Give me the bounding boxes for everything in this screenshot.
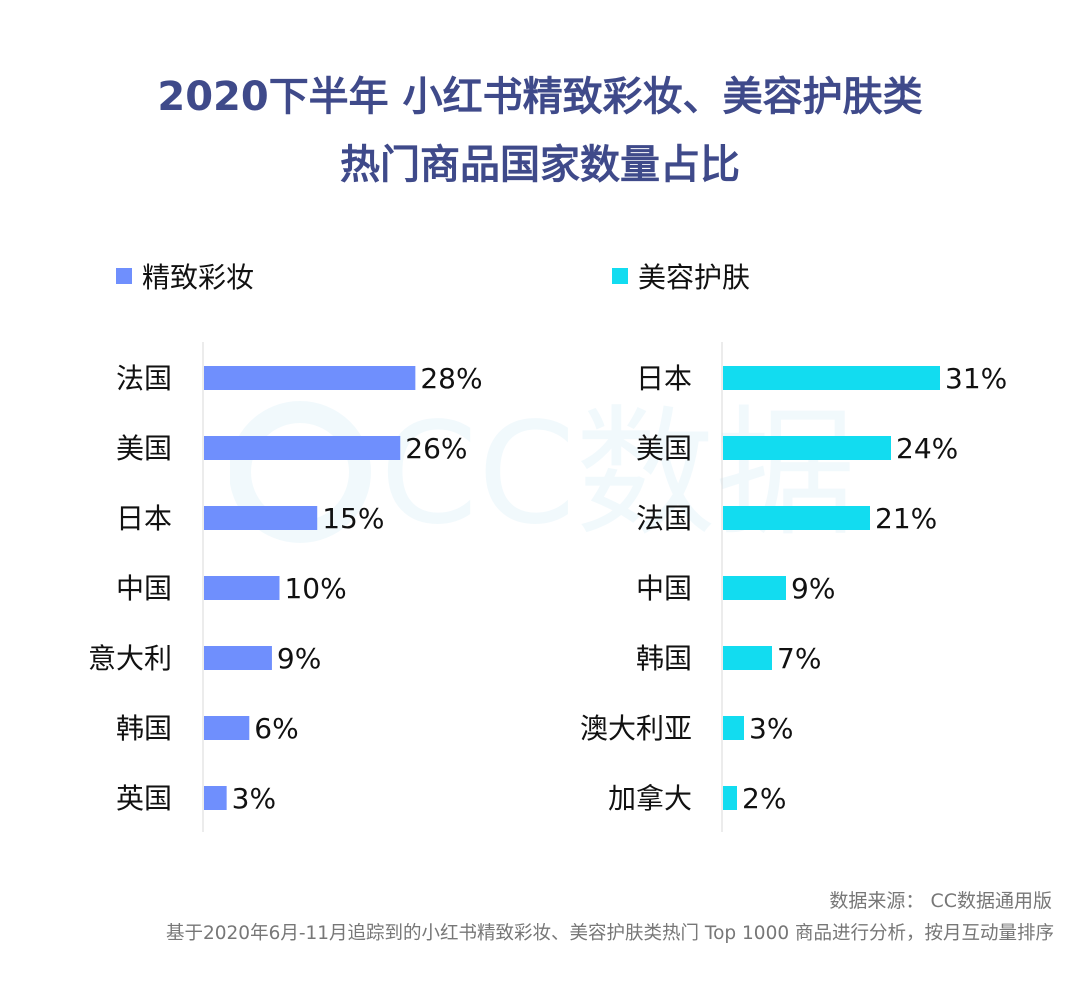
bar-makeup <box>204 576 280 600</box>
legend-skincare: 美容护肤 <box>612 258 750 294</box>
footnote: 基于2020年6月-11月追踪到的小红书精致彩妆、美容护肤类热门 Top 100… <box>165 923 1054 944</box>
value-label-makeup: 28% <box>420 362 482 395</box>
bar-skincare <box>723 646 772 670</box>
legend-label-skincare: 美容护肤 <box>638 261 751 294</box>
bar-makeup <box>204 716 250 740</box>
category-label-makeup: 中国 <box>116 572 172 605</box>
value-label-skincare: 31% <box>945 362 1007 395</box>
legend-label-makeup: 精致彩妆 <box>142 261 255 294</box>
bar-skincare <box>723 576 786 600</box>
chart-makeup: 法国 28% 美国 26% 日本 15% 中国 10% 意大利 9% 韩国 6% 英国 3% <box>88 362 483 815</box>
bar-makeup <box>204 436 401 460</box>
bar-skincare <box>723 366 940 390</box>
category-label-makeup: 意大利 <box>88 642 172 675</box>
category-label-skincare: 法国 <box>636 502 692 535</box>
legend-swatch-skincare <box>612 268 628 284</box>
value-label-skincare: 21% <box>875 502 937 535</box>
category-label-skincare: 澳大利亚 <box>580 712 692 745</box>
bar-makeup <box>204 646 272 670</box>
value-label-makeup: 15% <box>322 502 384 535</box>
value-label-makeup: 6% <box>254 712 298 745</box>
chart-title-line-2: 热门商品国家数量占比 <box>340 142 740 188</box>
category-label-skincare: 日本 <box>636 362 692 395</box>
legend-makeup: 精致彩妆 <box>116 258 254 294</box>
value-label-skincare: 7% <box>777 642 821 675</box>
chart-skincare: 日本 31% 美国 24% 法国 21% 中国 9% 韩国 7% 澳大利亚 3% 加拿大 2% <box>580 362 1007 815</box>
bar-makeup <box>204 786 227 810</box>
value-label-makeup: 9% <box>277 642 321 675</box>
category-label-makeup: 美国 <box>116 432 172 465</box>
category-label-makeup: 法国 <box>116 362 172 395</box>
value-label-skincare: 3% <box>749 712 793 745</box>
legend-swatch-makeup <box>116 268 132 284</box>
category-label-skincare: 加拿大 <box>608 782 692 815</box>
bar-skincare <box>723 786 737 810</box>
value-label-skincare: 9% <box>791 572 835 605</box>
value-label-makeup: 3% <box>232 782 276 815</box>
category-label-skincare: 美国 <box>636 432 692 465</box>
value-label-skincare: 24% <box>896 432 958 465</box>
value-label-makeup: 10% <box>284 572 346 605</box>
category-label-makeup: 韩国 <box>116 712 172 745</box>
value-label-skincare: 2% <box>742 782 786 815</box>
category-label-makeup: 英国 <box>116 782 172 815</box>
chart-title-line-1: 2020下半年 小红书精致彩妆、美容护肤类 <box>157 74 923 120</box>
bar-skincare <box>723 716 744 740</box>
data-source: 数据来源： CC数据通用版 <box>829 890 1052 912</box>
bar-makeup <box>204 366 416 390</box>
category-label-skincare: 中国 <box>636 572 692 605</box>
bar-makeup <box>204 506 318 530</box>
category-label-skincare: 韩国 <box>636 642 692 675</box>
category-label-makeup: 日本 <box>116 502 172 535</box>
bar-skincare <box>723 506 870 530</box>
bar-skincare <box>723 436 891 460</box>
value-label-makeup: 26% <box>405 432 467 465</box>
